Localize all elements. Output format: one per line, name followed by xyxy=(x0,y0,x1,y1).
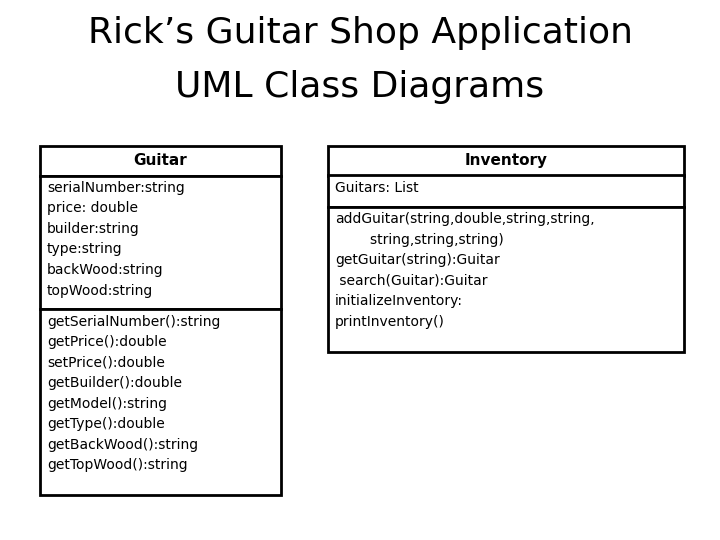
Text: string,string,string): string,string,string) xyxy=(335,233,503,247)
Text: builder:string: builder:string xyxy=(47,222,140,236)
Text: printInventory(): printInventory() xyxy=(335,315,445,329)
Text: getSerialNumber():string: getSerialNumber():string xyxy=(47,315,220,329)
Text: getTopWood():string: getTopWood():string xyxy=(47,458,187,472)
Bar xyxy=(40,309,281,495)
Text: topWood:string: topWood:string xyxy=(47,284,153,298)
Text: Rick’s Guitar Shop Application: Rick’s Guitar Shop Application xyxy=(88,16,632,50)
Text: getModel():string: getModel():string xyxy=(47,397,167,411)
Text: type:string: type:string xyxy=(47,242,122,256)
Text: price: double: price: double xyxy=(47,201,138,215)
Text: serialNumber:string: serialNumber:string xyxy=(47,181,184,195)
Text: getGuitar(string):Guitar: getGuitar(string):Guitar xyxy=(335,253,500,267)
Text: getType():double: getType():double xyxy=(47,417,165,431)
Text: setPrice():double: setPrice():double xyxy=(47,356,165,370)
Text: UML Class Diagrams: UML Class Diagrams xyxy=(176,70,544,104)
Bar xyxy=(328,207,684,352)
Text: getBackWood():string: getBackWood():string xyxy=(47,438,198,452)
Text: Guitar: Guitar xyxy=(133,153,187,168)
Text: getPrice():double: getPrice():double xyxy=(47,335,166,349)
Text: search(Guitar):Guitar: search(Guitar):Guitar xyxy=(335,274,487,288)
Bar xyxy=(40,176,281,309)
Text: Inventory: Inventory xyxy=(464,153,547,168)
Bar xyxy=(328,146,684,176)
Text: initializeInventory:: initializeInventory: xyxy=(335,294,463,308)
Text: addGuitar(string,double,string,string,: addGuitar(string,double,string,string, xyxy=(335,212,595,226)
Bar xyxy=(328,176,684,207)
Text: getBuilder():double: getBuilder():double xyxy=(47,376,181,390)
Text: backWood:string: backWood:string xyxy=(47,263,163,277)
Bar xyxy=(40,146,281,176)
Text: Guitars: List: Guitars: List xyxy=(335,181,418,195)
